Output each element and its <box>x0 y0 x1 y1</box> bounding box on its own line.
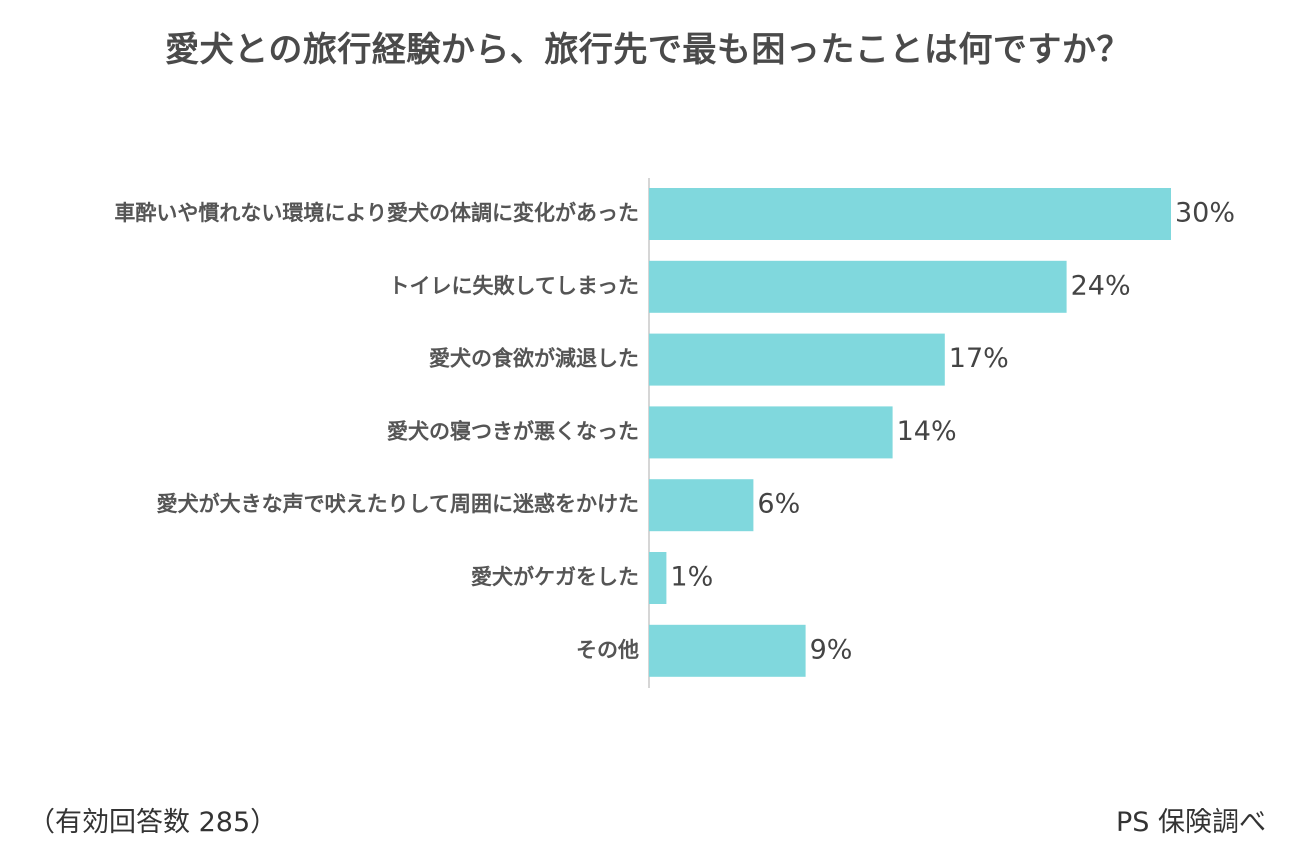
category-label-4: 愛犬の寝つきが悪くなった <box>387 419 639 443</box>
value-label-4: 14% <box>897 416 957 447</box>
category-label-2: トイレに失敗してしまった <box>388 274 639 298</box>
respondents-note: （有効回答数 285） <box>28 807 278 838</box>
value-labels-group: 30% 24% 17% 14% 6% 1% 9% <box>670 198 1235 666</box>
bar-7 <box>649 624 806 677</box>
category-label-6: 愛犬がケガをした <box>471 565 639 589</box>
chart-title: 愛犬との旅行経験から、旅行先で最も困ったことは何ですか？ <box>165 30 1131 70</box>
bar-3 <box>649 333 945 386</box>
category-label-1: 車酔いや慣れない環境により愛犬の体調に変化があった <box>114 201 639 225</box>
bar-4 <box>649 406 893 459</box>
category-label-7: その他 <box>576 638 639 662</box>
category-labels-group: 車酔いや慣れない環境により愛犬の体調に変化があったトイレに失敗してしまった愛犬の… <box>114 201 639 662</box>
value-label-1: 30% <box>1175 198 1235 229</box>
source-note: PS 保険調べ <box>1115 807 1266 838</box>
bars-group <box>649 188 1171 677</box>
value-label-5: 6% <box>757 489 800 520</box>
bar-2 <box>649 260 1067 313</box>
value-label-2: 24% <box>1071 270 1131 301</box>
value-label-7: 9% <box>810 634 853 665</box>
category-label-3: 愛犬の食欲が減退した <box>429 347 639 371</box>
value-label-6: 1% <box>670 562 713 593</box>
category-label-5: 愛犬が大きな声で吠えたりして周囲に迷惑をかけた <box>157 492 639 516</box>
bar-1 <box>649 188 1171 240</box>
bar-6 <box>649 552 667 604</box>
value-label-3: 17% <box>949 343 1009 374</box>
bar-5 <box>649 479 754 532</box>
